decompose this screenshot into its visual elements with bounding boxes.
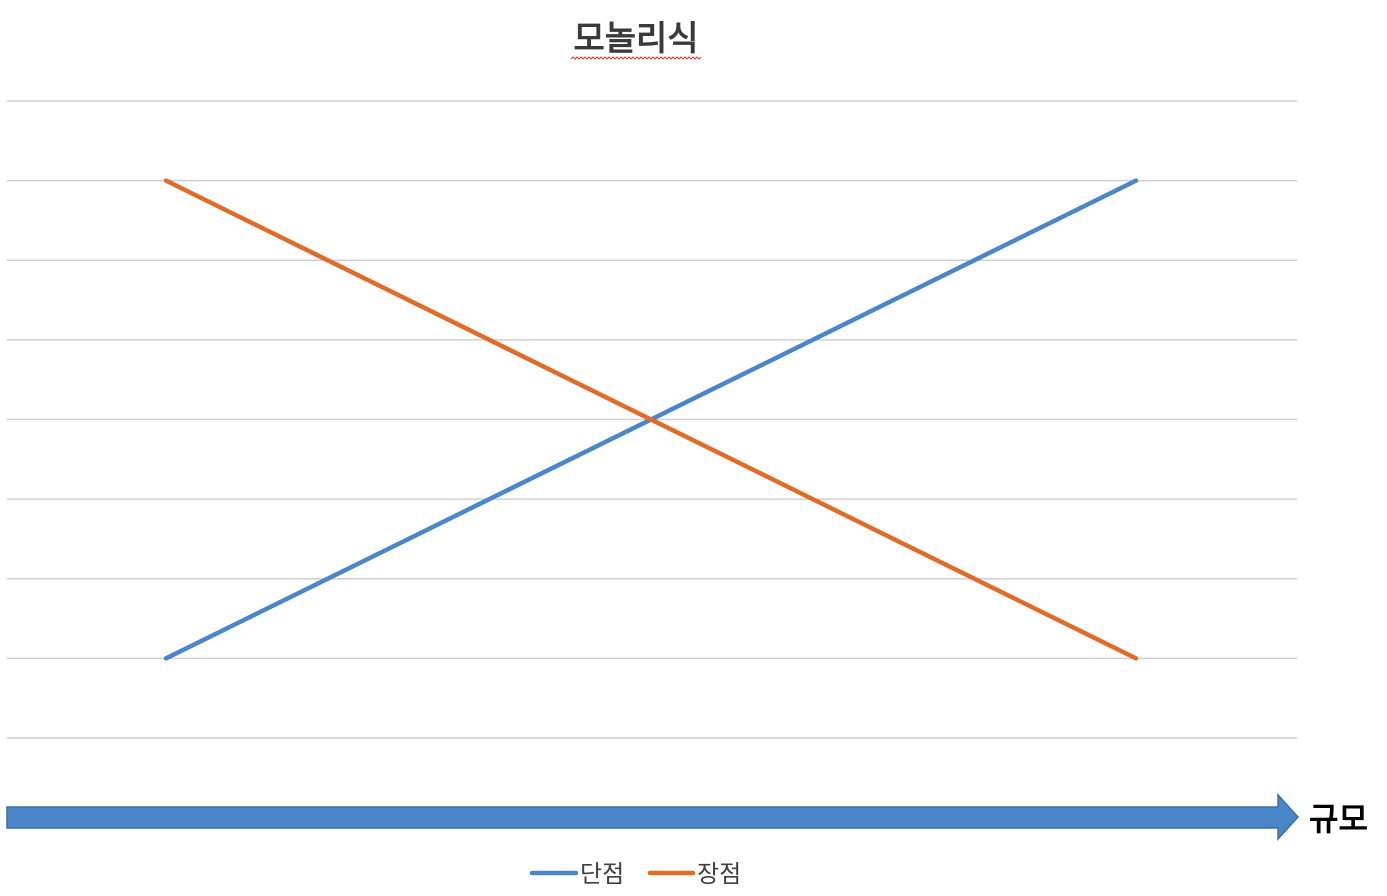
x-axis-label: 규모: [1309, 800, 1368, 838]
chart-title: 모놀리식: [573, 19, 698, 59]
series-line-2: [163, 178, 1139, 661]
legend-label: 단점: [580, 860, 624, 888]
legend-item-2: 장점: [647, 860, 741, 888]
legend-label: 장점: [697, 860, 741, 888]
x-axis-arrow-shape: [6, 793, 1300, 841]
title-spellcheck-underline: [570, 56, 702, 60]
legend-item-1: 단점: [529, 860, 624, 888]
x-axis-arrow: [6, 793, 1300, 841]
series-layer: [163, 178, 1139, 661]
legend: 단점 장점: [529, 860, 741, 888]
